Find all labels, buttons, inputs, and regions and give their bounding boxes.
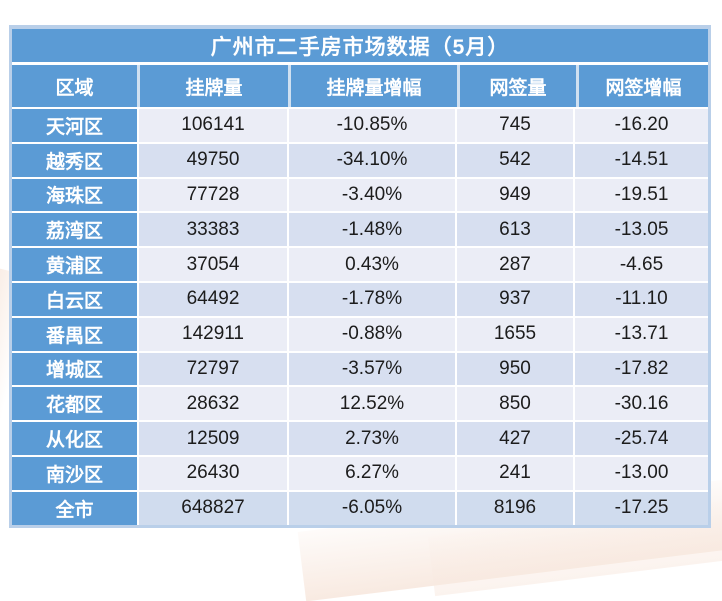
value-cell: 8196 bbox=[457, 491, 573, 525]
district-cell: 从化区 bbox=[12, 422, 137, 455]
housing-market-table: 广州市二手房市场数据（5月） 区域 挂牌量 挂牌量增幅 网签量 网签增幅 天河区 1061… bbox=[9, 25, 711, 528]
value-cell: 1655 bbox=[457, 317, 573, 351]
value-cell: -34.10% bbox=[289, 143, 455, 177]
value-cell: 850 bbox=[457, 387, 573, 421]
district-cell: 天河区 bbox=[12, 109, 137, 142]
district-cell: 越秀区 bbox=[12, 143, 137, 177]
value-cell: -17.82 bbox=[575, 352, 708, 386]
value-cell: 745 bbox=[457, 109, 573, 142]
value-cell: 28632 bbox=[139, 387, 287, 421]
value-cell: 613 bbox=[457, 213, 573, 247]
value-cell: 64492 bbox=[139, 282, 287, 316]
value-cell: -1.78% bbox=[289, 282, 455, 316]
value-cell: -13.71 bbox=[575, 317, 708, 351]
column-header-0: 区域 bbox=[12, 65, 137, 107]
district-cell: 黄浦区 bbox=[12, 248, 137, 281]
value-cell: -4.65 bbox=[575, 248, 708, 281]
value-cell: -14.51 bbox=[575, 143, 708, 177]
district-cell: 荔湾区 bbox=[12, 213, 137, 247]
district-cell: 海珠区 bbox=[12, 178, 137, 212]
value-cell: -25.74 bbox=[575, 422, 708, 455]
value-cell: -0.88% bbox=[289, 317, 455, 351]
value-cell: 287 bbox=[457, 248, 573, 281]
value-cell: 937 bbox=[457, 282, 573, 316]
district-cell: 南沙区 bbox=[12, 456, 137, 490]
value-cell: 72797 bbox=[139, 352, 287, 386]
value-cell: 648827 bbox=[139, 491, 287, 525]
value-cell: -17.25 bbox=[575, 491, 708, 525]
district-cell: 增城区 bbox=[12, 352, 137, 386]
value-cell: -19.51 bbox=[575, 178, 708, 212]
value-cell: 12.52% bbox=[289, 387, 455, 421]
district-cell: 花都区 bbox=[12, 387, 137, 421]
district-cell: 番禺区 bbox=[12, 317, 137, 351]
value-cell: 142911 bbox=[139, 317, 287, 351]
column-header-2: 挂牌量增幅 bbox=[291, 65, 457, 107]
column-header-3: 网签量 bbox=[460, 65, 576, 107]
value-cell: 542 bbox=[457, 143, 573, 177]
value-cell: 0.43% bbox=[289, 248, 455, 281]
value-cell: -3.40% bbox=[289, 178, 455, 212]
value-cell: -13.05 bbox=[575, 213, 708, 247]
value-cell: -3.57% bbox=[289, 352, 455, 386]
value-cell: 37054 bbox=[139, 248, 287, 281]
value-cell: -10.85% bbox=[289, 109, 455, 142]
value-cell: 950 bbox=[457, 352, 573, 386]
value-cell: -16.20 bbox=[575, 109, 708, 142]
value-cell: 2.73% bbox=[289, 422, 455, 455]
district-cell: 全市 bbox=[12, 491, 137, 525]
value-cell: 427 bbox=[457, 422, 573, 455]
value-cell: 6.27% bbox=[289, 456, 455, 490]
value-cell: 49750 bbox=[139, 143, 287, 177]
value-cell: 26430 bbox=[139, 456, 287, 490]
value-cell: 106141 bbox=[139, 109, 287, 142]
value-cell: -6.05% bbox=[289, 491, 455, 525]
value-cell: -13.00 bbox=[575, 456, 708, 490]
table-header-row: 区域 挂牌量 挂牌量增幅 网签量 网签增幅 bbox=[12, 65, 708, 107]
value-cell: -1.48% bbox=[289, 213, 455, 247]
value-cell: 241 bbox=[457, 456, 573, 490]
value-cell: -11.10 bbox=[575, 282, 708, 316]
value-cell: -30.16 bbox=[575, 387, 708, 421]
table-title: 广州市二手房市场数据（5月） bbox=[12, 29, 708, 62]
value-cell: 77728 bbox=[139, 178, 287, 212]
column-header-4: 网签增幅 bbox=[579, 65, 708, 107]
value-cell: 33383 bbox=[139, 213, 287, 247]
district-cell: 白云区 bbox=[12, 282, 137, 316]
value-cell: 12509 bbox=[139, 422, 287, 455]
value-cell: 949 bbox=[457, 178, 573, 212]
table-body: 天河区 106141 -10.85% 745 -16.20 越秀区 49750 -34.10%… bbox=[12, 109, 708, 525]
column-header-1: 挂牌量 bbox=[140, 65, 288, 107]
